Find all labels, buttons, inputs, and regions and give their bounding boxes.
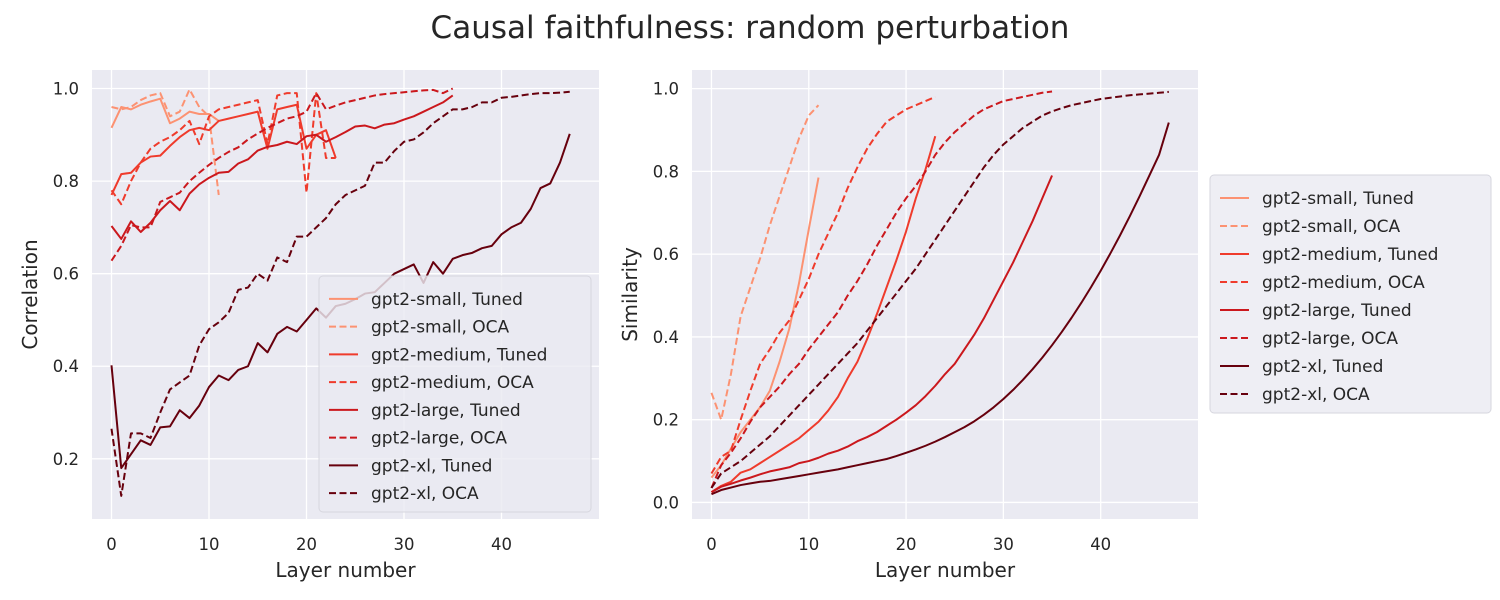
y-tick-label: 0.6 — [653, 245, 679, 264]
x-tick-label: 40 — [491, 535, 512, 554]
y-tick-label: 0.8 — [53, 172, 79, 191]
legend-entry-label: gpt2-small, OCA — [1262, 217, 1401, 237]
series-line-medium-solid — [710, 135, 937, 493]
series-line-small-solid — [110, 97, 220, 129]
legend-entry-label: gpt2-medium, OCA — [1262, 273, 1425, 293]
legend-entry-label: gpt2-large, Tuned — [371, 401, 521, 421]
legend-entry-label: gpt2-large, Tuned — [1262, 301, 1412, 321]
y-tick-label: 0.0 — [653, 493, 679, 512]
series-line-medium-dashed — [710, 95, 936, 474]
series-line-large-dashed — [710, 90, 1053, 489]
series-line-large-dashed — [110, 87, 454, 262]
y-tick-label: 0.2 — [653, 411, 679, 430]
x-axis-label: Layer number — [275, 558, 416, 582]
y-tick-label: 0.2 — [53, 450, 79, 469]
x-tick-label: 0 — [706, 535, 717, 554]
series-line-medium-dashed — [110, 92, 336, 206]
series-line-small-dashed — [710, 104, 820, 421]
series-line-small-solid — [710, 177, 820, 479]
y-tick-label: 0.4 — [653, 328, 679, 347]
figure-title: Causal faithfulness: random perturbation — [431, 10, 1070, 46]
x-tick-label: 40 — [1090, 535, 1111, 554]
legend-box — [318, 275, 592, 513]
legend-entry-label: gpt2-large, OCA — [1262, 329, 1398, 349]
legend-entry-label: gpt2-small, OCA — [371, 318, 510, 338]
legend-entry-label: gpt2-large, OCA — [371, 429, 507, 449]
x-tick-label: 30 — [394, 535, 415, 554]
y-tick-label: 1.0 — [653, 80, 679, 99]
legend-entry-label: gpt2-small, Tuned — [371, 290, 523, 310]
legend-entry-label: gpt2-small, Tuned — [1262, 189, 1414, 209]
x-tick-label: 20 — [296, 535, 317, 554]
series-line-small-dashed — [111, 88, 220, 196]
legend-entry-label: gpt2-medium, Tuned — [1262, 245, 1438, 265]
legend-entry-label: gpt2-medium, OCA — [371, 373, 534, 393]
series-group — [110, 87, 571, 497]
y-tick-label: 1.0 — [53, 80, 79, 99]
x-tick-label: 0 — [106, 535, 117, 554]
y-axis-label: Correlation — [18, 239, 42, 349]
x-axis-label: Layer number — [875, 558, 1016, 582]
y-tick-label: 0.4 — [53, 357, 79, 376]
legend: gpt2-small, Tuned gpt2-small, OCA gpt2-med… — [318, 275, 592, 513]
series-line-xl-solid — [711, 122, 1170, 496]
series-group — [710, 90, 1170, 496]
legend-entry-label: gpt2-xl, Tuned — [371, 456, 492, 476]
y-tick-label: 0.6 — [53, 265, 79, 284]
y-axis-label: Similarity — [618, 247, 642, 342]
legend-box — [1209, 174, 1492, 414]
series-line-large-solid — [710, 175, 1053, 493]
x-tick-label: 30 — [993, 535, 1014, 554]
legend: gpt2-small, Tuned gpt2-small, OCA gpt2-med… — [1209, 174, 1492, 414]
legend-entry-label: gpt2-xl, OCA — [371, 484, 479, 504]
legend-entry-label: gpt2-xl, OCA — [1262, 385, 1370, 405]
left-chart-correlation: 0 10 20 30 40 0.2 0.4 0.6 0.8 1.0 Layer number Corr… — [18, 70, 599, 582]
x-tick-label: 20 — [896, 535, 917, 554]
x-tick-label: 10 — [798, 535, 819, 554]
series-line-xl-dashed — [110, 90, 570, 497]
y-tick-label: 0.8 — [653, 162, 679, 181]
plot-area — [692, 70, 1198, 519]
legend-entry-label: gpt2-medium, Tuned — [371, 345, 547, 365]
legend-entry-label: gpt2-xl, Tuned — [1262, 357, 1383, 377]
right-chart-similarity: 0 10 20 30 40 0.0 0.2 0.4 0.6 0.8 1.0 Layer number S… — [618, 70, 1492, 582]
x-tick-label: 10 — [199, 535, 220, 554]
series-line-large-solid — [110, 94, 454, 240]
